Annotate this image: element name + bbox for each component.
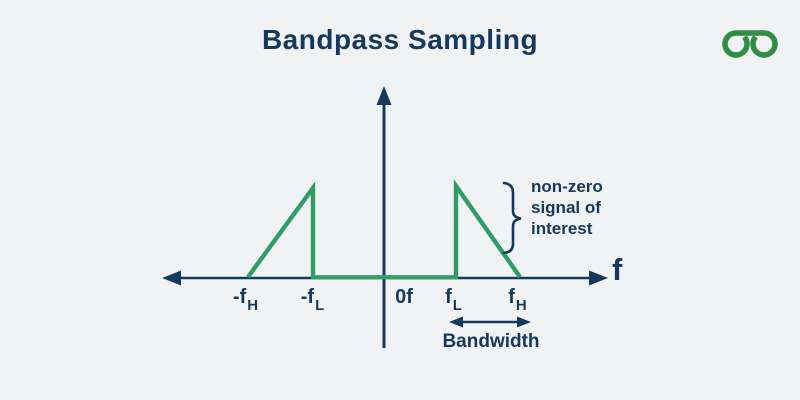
positive-spectrum-triangle	[453, 179, 522, 279]
tick-sub: H	[247, 297, 259, 314]
tick-base: f	[445, 286, 452, 308]
tick-sub: H	[515, 297, 527, 314]
bandwidth-arrow-right-head	[517, 316, 531, 328]
tick-label-neg-fH: -fH	[232, 286, 259, 314]
logo-right-g	[750, 30, 778, 58]
negative-spectrum-triangle	[246, 181, 316, 279]
vertical-axis-arrowhead	[376, 86, 392, 105]
tick-base: 0f	[395, 286, 413, 308]
tick-label-fH: fH	[508, 286, 527, 314]
tick-label-fL: fL	[445, 286, 462, 314]
bandwidth-arrow-left-head	[449, 316, 463, 328]
annotation-text: non-zero signal of interest	[531, 177, 603, 238]
bandwidth-label: Bandwidth	[442, 331, 540, 352]
tick-label-origin: 0f	[395, 286, 413, 312]
figure-title: Bandpass Sampling	[261, 24, 539, 55]
frequency-axis-label: f	[612, 252, 623, 287]
tick-label-neg-fL: -fL	[300, 286, 325, 314]
tick-base: -f	[300, 286, 315, 308]
annotation-brace	[502, 181, 522, 255]
horizontal-axis-left-arrowhead	[162, 270, 181, 286]
logo-left-g	[722, 30, 750, 58]
tick-sub: L	[452, 297, 462, 314]
tick-sub: L	[315, 297, 325, 314]
tick-base: f	[508, 286, 515, 308]
tick-base: -f	[232, 286, 247, 308]
geeksforgeeks-logo-icon	[722, 30, 778, 58]
horizontal-axis-right-arrowhead	[589, 270, 608, 286]
